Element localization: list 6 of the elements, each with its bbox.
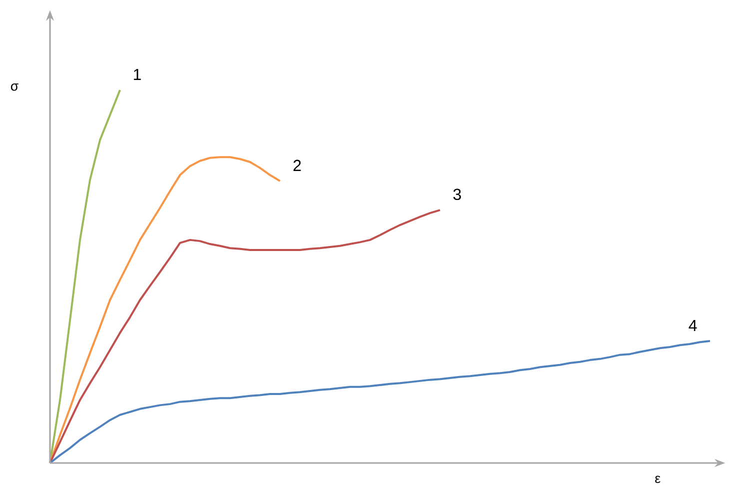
series-label: 4 (688, 320, 697, 331)
series-label: 2 (294, 160, 301, 171)
x-axis-title: ε (655, 476, 660, 484)
series-label: 3 (453, 188, 461, 200)
series-label: 1 (134, 68, 141, 80)
y-axis-title: σ (10, 84, 18, 91)
